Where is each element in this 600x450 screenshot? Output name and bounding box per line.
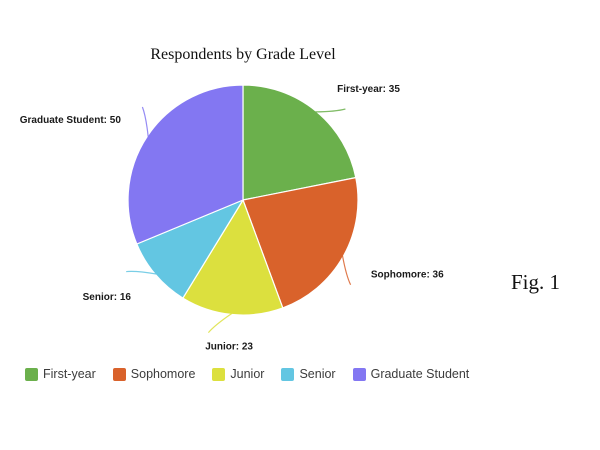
legend-swatch-senior xyxy=(281,368,295,381)
callout-line-sophomore xyxy=(341,255,352,286)
slice-callout-first-year: First-year: 35 xyxy=(337,84,400,95)
legend-label: Junior xyxy=(230,367,265,381)
callout-line-senior xyxy=(126,270,157,275)
legend-item-junior: Junior xyxy=(212,368,264,381)
legend-swatch-graduate-student xyxy=(352,368,366,381)
slice-callout-sophomore: Sophomore: 36 xyxy=(371,269,444,280)
pie-slice-first-year xyxy=(242,84,357,201)
legend-item-first-year: First-year xyxy=(25,368,96,381)
legend-swatch-first-year xyxy=(25,368,38,381)
legend-item-graduate-student: Graduate Student xyxy=(352,367,470,381)
pie-slice-junior xyxy=(182,198,284,316)
callout-line-first-year xyxy=(315,108,346,113)
slice-callout-senior: Senior: 16 xyxy=(83,292,132,303)
legend-item-sophomore: Sophomore xyxy=(112,367,196,381)
slice-callout-graduate-student: Graduate Student: 50 xyxy=(20,115,122,126)
legend-label: First-year xyxy=(43,367,96,381)
legend-swatch-sophomore xyxy=(112,368,126,381)
pie-slice-graduate-student xyxy=(127,84,244,245)
legend-label: Senior xyxy=(299,367,336,381)
legend-label: Sophomore xyxy=(130,367,196,381)
figure-caption: Fig. 1 xyxy=(511,270,561,294)
legend-item-senior: Senior xyxy=(281,367,336,381)
legend-swatch-junior xyxy=(212,368,226,381)
pie-slice-sophomore xyxy=(242,176,359,309)
slice-callout-junior: Junior: 23 xyxy=(205,341,253,352)
legend: First-year Sophomore Junior Senior Graduate … xyxy=(25,368,469,381)
callout-line-graduate-student xyxy=(141,106,149,137)
legend-label: Graduate Student xyxy=(370,367,470,381)
callout-line-junior xyxy=(207,313,233,333)
chart-title: Respondents by Grade Level xyxy=(150,46,336,63)
pie-slice-senior xyxy=(136,198,245,299)
